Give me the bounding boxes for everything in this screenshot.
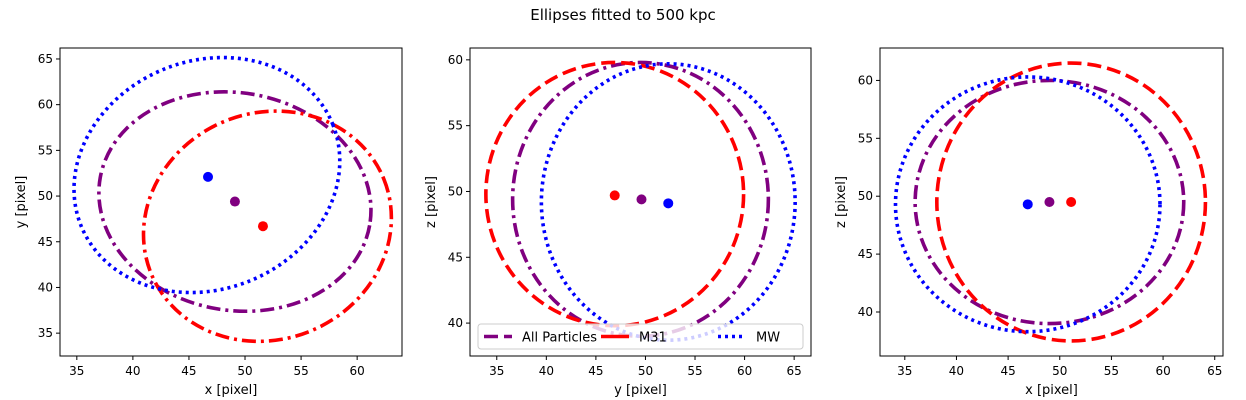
ellipse-mw xyxy=(539,61,797,343)
center-point-m31 xyxy=(257,221,268,232)
x-tick-label: 40 xyxy=(949,364,964,378)
y-tick-label: 55 xyxy=(448,119,463,133)
panel-1: 35 40 45 50 55 60 35 40 45 50 55 60 65 x [pixel] y [pi… xyxy=(14,47,403,398)
x-tick-label: 40 xyxy=(539,364,554,378)
ellipse-m31 xyxy=(935,61,1208,343)
y-tick-label: 60 xyxy=(448,53,463,67)
y-tick-label: 50 xyxy=(858,189,873,203)
x-tick-label: 45 xyxy=(588,364,603,378)
x-tick-label: 40 xyxy=(125,364,140,378)
x-tick-label: 45 xyxy=(1000,364,1015,378)
legend-box xyxy=(477,323,804,350)
ellipse-all xyxy=(510,60,771,339)
y-tick-label: 40 xyxy=(858,305,873,319)
y-tick-label: 45 xyxy=(858,247,873,261)
plot-area xyxy=(893,61,1208,343)
y-tick-label: 55 xyxy=(858,131,873,145)
center-point-m31 xyxy=(609,190,620,201)
center-point-mw xyxy=(663,198,674,209)
ellipse-mw xyxy=(893,75,1162,334)
center-point-mw xyxy=(1022,199,1033,210)
x-axis-label: x [pixel] xyxy=(205,383,258,398)
y-tick-label: 55 xyxy=(38,143,53,157)
x-tick-label: 55 xyxy=(687,364,702,378)
x-tick-label: 35 xyxy=(69,364,84,378)
x-tick-label: 65 xyxy=(1207,364,1222,378)
y-tick-label: 40 xyxy=(38,280,53,294)
x-tick-label: 60 xyxy=(737,364,752,378)
y-tick-label: 45 xyxy=(38,235,53,249)
y-axis-label: z [pixel] xyxy=(834,176,849,228)
x-tick-label: 60 xyxy=(350,364,365,378)
ellipse-mw xyxy=(72,55,342,295)
ellipse-all xyxy=(913,78,1186,326)
x-tick-label: 65 xyxy=(787,364,802,378)
panel-3: 35 40 45 50 55 60 65 40 45 50 55 60 x [pixel] z [pixe… xyxy=(834,47,1224,398)
x-tick-label: 50 xyxy=(638,364,653,378)
panel-2: 35 40 45 50 55 60 65 40 45 50 55 60 y [pixel] z [pixe… xyxy=(424,47,812,398)
ellipse-m31 xyxy=(141,109,394,344)
y-axis-label: z [pixel] xyxy=(424,176,439,228)
y-tick-label: 40 xyxy=(448,316,463,330)
center-point-all xyxy=(1044,197,1055,207)
plot-area xyxy=(484,60,797,343)
x-tick-label: 50 xyxy=(237,364,252,378)
x-tick-label: 55 xyxy=(1104,364,1119,378)
legend-label: All Particles xyxy=(522,331,597,346)
plot-area xyxy=(72,55,394,344)
y-tick-label: 50 xyxy=(38,189,53,203)
x-tick-label: 35 xyxy=(897,364,912,378)
center-point-all xyxy=(229,196,240,207)
y-tick-label: 45 xyxy=(448,250,463,264)
y-tick-label: 60 xyxy=(858,73,873,87)
y-tick-label: 50 xyxy=(448,184,463,198)
legend-label: M31 xyxy=(639,331,667,346)
x-tick-label: 45 xyxy=(181,364,196,378)
x-tick-label: 55 xyxy=(293,364,308,378)
x-axis-label: y [pixel] xyxy=(614,383,667,398)
y-tick-label: 60 xyxy=(38,98,53,112)
figure-title: Ellipses fitted to 500 kpc xyxy=(530,6,716,24)
plot-frame xyxy=(879,47,1224,357)
legend: All Particles M31 MW xyxy=(477,323,804,350)
plot-frame xyxy=(59,47,403,357)
x-tick-label: 35 xyxy=(489,364,504,378)
y-tick-label: 65 xyxy=(38,52,53,66)
x-tick-label: 60 xyxy=(1155,364,1170,378)
center-point-m31 xyxy=(1066,197,1077,207)
x-tick-label: 50 xyxy=(1052,364,1067,378)
y-axis-label: y [pixel] xyxy=(14,176,29,229)
x-axis-label: x [pixel] xyxy=(1025,383,1078,398)
center-point-mw xyxy=(203,171,214,182)
legend-label: MW xyxy=(756,331,780,346)
center-point-all xyxy=(636,194,647,205)
plot-frame xyxy=(469,47,812,357)
ellipse-all xyxy=(97,90,373,314)
y-tick-label: 35 xyxy=(38,326,53,340)
